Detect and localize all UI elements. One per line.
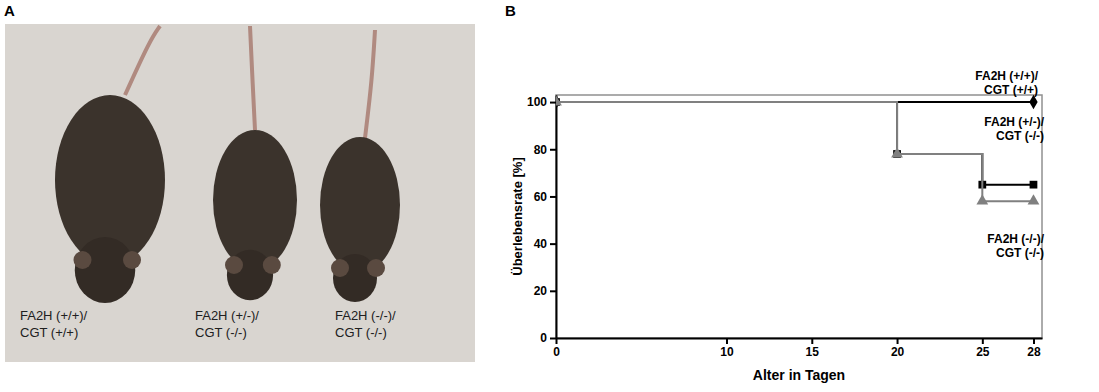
x-tick-label: 15 bbox=[806, 345, 820, 359]
y-tick: 20 bbox=[534, 284, 556, 298]
series-marker bbox=[1028, 194, 1040, 204]
y-axis-title: Überlebensrate [%] bbox=[510, 157, 525, 275]
y-axis: 0 20 40 60 80 100 bbox=[527, 95, 557, 345]
x-tick-mark bbox=[897, 338, 899, 344]
photo-label: FA2H (-/-)/CGT (-/-) bbox=[335, 308, 396, 340]
x-tick: 25 bbox=[976, 338, 990, 359]
y-tick-label: 60 bbox=[534, 190, 548, 204]
series-marker bbox=[976, 194, 988, 204]
mouse-tail bbox=[250, 26, 255, 130]
x-tick-mark bbox=[726, 338, 728, 344]
y-tick-mark bbox=[550, 338, 556, 340]
y-tick: 80 bbox=[534, 143, 556, 157]
series-marker bbox=[556, 95, 562, 105]
y-tick-mark bbox=[550, 149, 556, 151]
x-tick-label: 10 bbox=[720, 345, 734, 359]
y-tick-label: 80 bbox=[534, 143, 548, 157]
mouse-tail bbox=[125, 26, 160, 95]
series-label: FA2H (+/+)/CGT (+/+) bbox=[975, 69, 1038, 97]
x-tick: 20 bbox=[891, 338, 905, 359]
x-tick-label: 0 bbox=[553, 345, 560, 359]
y-tick-mark bbox=[550, 196, 556, 198]
x-tick-label: 20 bbox=[891, 345, 905, 359]
mouse-ear bbox=[367, 259, 385, 277]
y-tick: 100 bbox=[527, 95, 556, 109]
y-tick-mark bbox=[550, 102, 556, 104]
x-axis-title: Alter in Tagen bbox=[753, 367, 845, 383]
y-axis-line bbox=[556, 96, 558, 339]
panel-label: B bbox=[505, 2, 516, 19]
mouse-ear bbox=[263, 256, 281, 274]
x-tick-mark bbox=[982, 338, 984, 344]
series-marker bbox=[891, 147, 903, 157]
mouse-ear bbox=[123, 251, 141, 269]
photo: FA2H (+/+)/CGT (+/+) FA2H (+/-)/CGT (-/-)… bbox=[5, 24, 475, 362]
y-tick: 60 bbox=[534, 190, 556, 204]
figure: A B FA2H (+/+)/CGT (+/+) FA2H (+/-)/CGT (-/… bbox=[0, 0, 1099, 392]
mouse-ear bbox=[331, 259, 349, 277]
x-tick: 28 bbox=[1027, 338, 1041, 359]
x-tick-mark bbox=[1033, 338, 1035, 344]
series-label: FA2H (-/-)/CGT (-/-) bbox=[987, 232, 1044, 260]
y-tick-label: 0 bbox=[540, 331, 547, 345]
series-label: FA2H (+/-)/CGT (-/-) bbox=[984, 115, 1044, 143]
chart: 0 10 15 20 25 28 0 20 40 60 80 100 Alter in Tagen Übe… bbox=[510, 69, 1045, 383]
mouse-tail bbox=[365, 30, 375, 138]
y-tick-label: 100 bbox=[527, 95, 547, 109]
plot-frame bbox=[556, 95, 1042, 338]
x-axis-line bbox=[557, 338, 1043, 340]
series-marker bbox=[1030, 181, 1038, 189]
x-tick-mark bbox=[811, 338, 813, 344]
x-tick: 10 bbox=[720, 338, 734, 359]
x-tick: 15 bbox=[806, 338, 820, 359]
photo-background bbox=[5, 24, 475, 362]
series-line bbox=[556, 102, 1033, 201]
series-line bbox=[556, 102, 1033, 185]
y-tick: 40 bbox=[534, 237, 556, 251]
x-tick-label: 25 bbox=[976, 345, 990, 359]
y-tick-label: 20 bbox=[534, 284, 548, 298]
photo-label: FA2H (+/-)/CGT (-/-) bbox=[195, 308, 259, 340]
y-tick-label: 40 bbox=[534, 237, 548, 251]
panel-label: A bbox=[4, 2, 15, 19]
x-tick: 0 bbox=[553, 338, 560, 359]
y-tick-mark bbox=[550, 290, 556, 292]
mouse-head bbox=[75, 237, 136, 303]
mouse-body bbox=[213, 130, 297, 270]
y-tick: 0 bbox=[540, 331, 556, 345]
y-tick-mark bbox=[550, 243, 556, 245]
photo-label: FA2H (+/+)/CGT (+/+) bbox=[20, 308, 88, 340]
x-tick-label: 28 bbox=[1027, 345, 1041, 359]
mouse-ear bbox=[225, 256, 243, 274]
plot-area bbox=[556, 95, 1039, 205]
x-axis: 0 10 15 20 25 28 bbox=[553, 338, 1042, 359]
mouse-body bbox=[320, 137, 400, 273]
mouse-ear bbox=[74, 251, 92, 269]
